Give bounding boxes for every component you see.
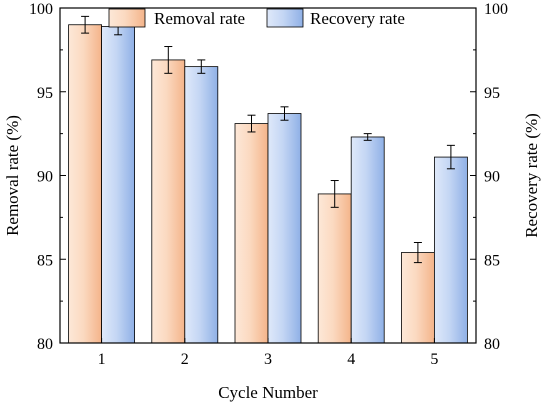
error-bar-removal-2 — [164, 46, 173, 74]
bar-recovery-4 — [350, 136, 385, 344]
x-tick-label-1: 1 — [98, 351, 106, 368]
error-bar-removal-4 — [330, 180, 339, 208]
legend-swatch-recovery — [266, 8, 304, 28]
bar-removal-5 — [400, 252, 435, 344]
x-tick-label-4: 4 — [347, 351, 355, 368]
bar-removal-3 — [234, 123, 269, 344]
right-axis-title: Recovery rate (%) — [522, 113, 541, 238]
legend-label-removal: Removal rate — [154, 9, 245, 28]
y2-tick-label-85: 85 — [484, 252, 500, 269]
y-tick-label-85: 85 — [37, 252, 53, 269]
bar-recovery-2 — [184, 66, 219, 344]
ticks-layer: 1 2 3 4 5 80 80 85 85 90 90 95 95 100 100 — [29, 1, 508, 368]
y2-tick-label-90: 90 — [484, 169, 500, 186]
y-tick-label-95: 95 — [37, 85, 53, 102]
error-bar-removal-3 — [247, 114, 256, 133]
bar-recovery-3 — [267, 113, 302, 344]
y2-tick-label-80: 80 — [484, 336, 500, 353]
bar-removal-1 — [68, 24, 102, 344]
x-tick-label-5: 5 — [430, 351, 438, 368]
legend-swatch-removal — [108, 8, 146, 28]
y-tick-label-100: 100 — [29, 1, 53, 18]
error-bar-recovery-4 — [363, 133, 372, 141]
x-tick-label-3: 3 — [264, 351, 272, 368]
bars-layer — [68, 24, 468, 344]
y-tick-label-90: 90 — [37, 169, 53, 186]
error-bar-removal-1 — [81, 15, 90, 34]
legend-label-recovery: Recovery rate — [310, 9, 405, 28]
x-tick-label-2: 2 — [181, 351, 189, 368]
error-bar-recovery-3 — [280, 106, 289, 121]
error-bar-recovery-5 — [446, 144, 455, 170]
error-bar-recovery-2 — [197, 59, 206, 74]
y2-tick-label-100: 100 — [484, 1, 508, 18]
x-axis-title: Cycle Number — [218, 383, 318, 402]
y2-tick-label-95: 95 — [484, 85, 500, 102]
bar-recovery-1 — [101, 26, 135, 344]
bar-removal-4 — [317, 193, 352, 344]
error-bars-layer — [81, 15, 455, 264]
legend: Removal rate Recovery rate — [108, 8, 405, 28]
error-bar-removal-5 — [413, 242, 422, 264]
left-axis-title: Removal rate (%) — [3, 115, 22, 236]
bar-removal-2 — [151, 59, 186, 344]
bar-recovery-5 — [433, 156, 468, 344]
y-tick-label-80: 80 — [37, 336, 53, 353]
